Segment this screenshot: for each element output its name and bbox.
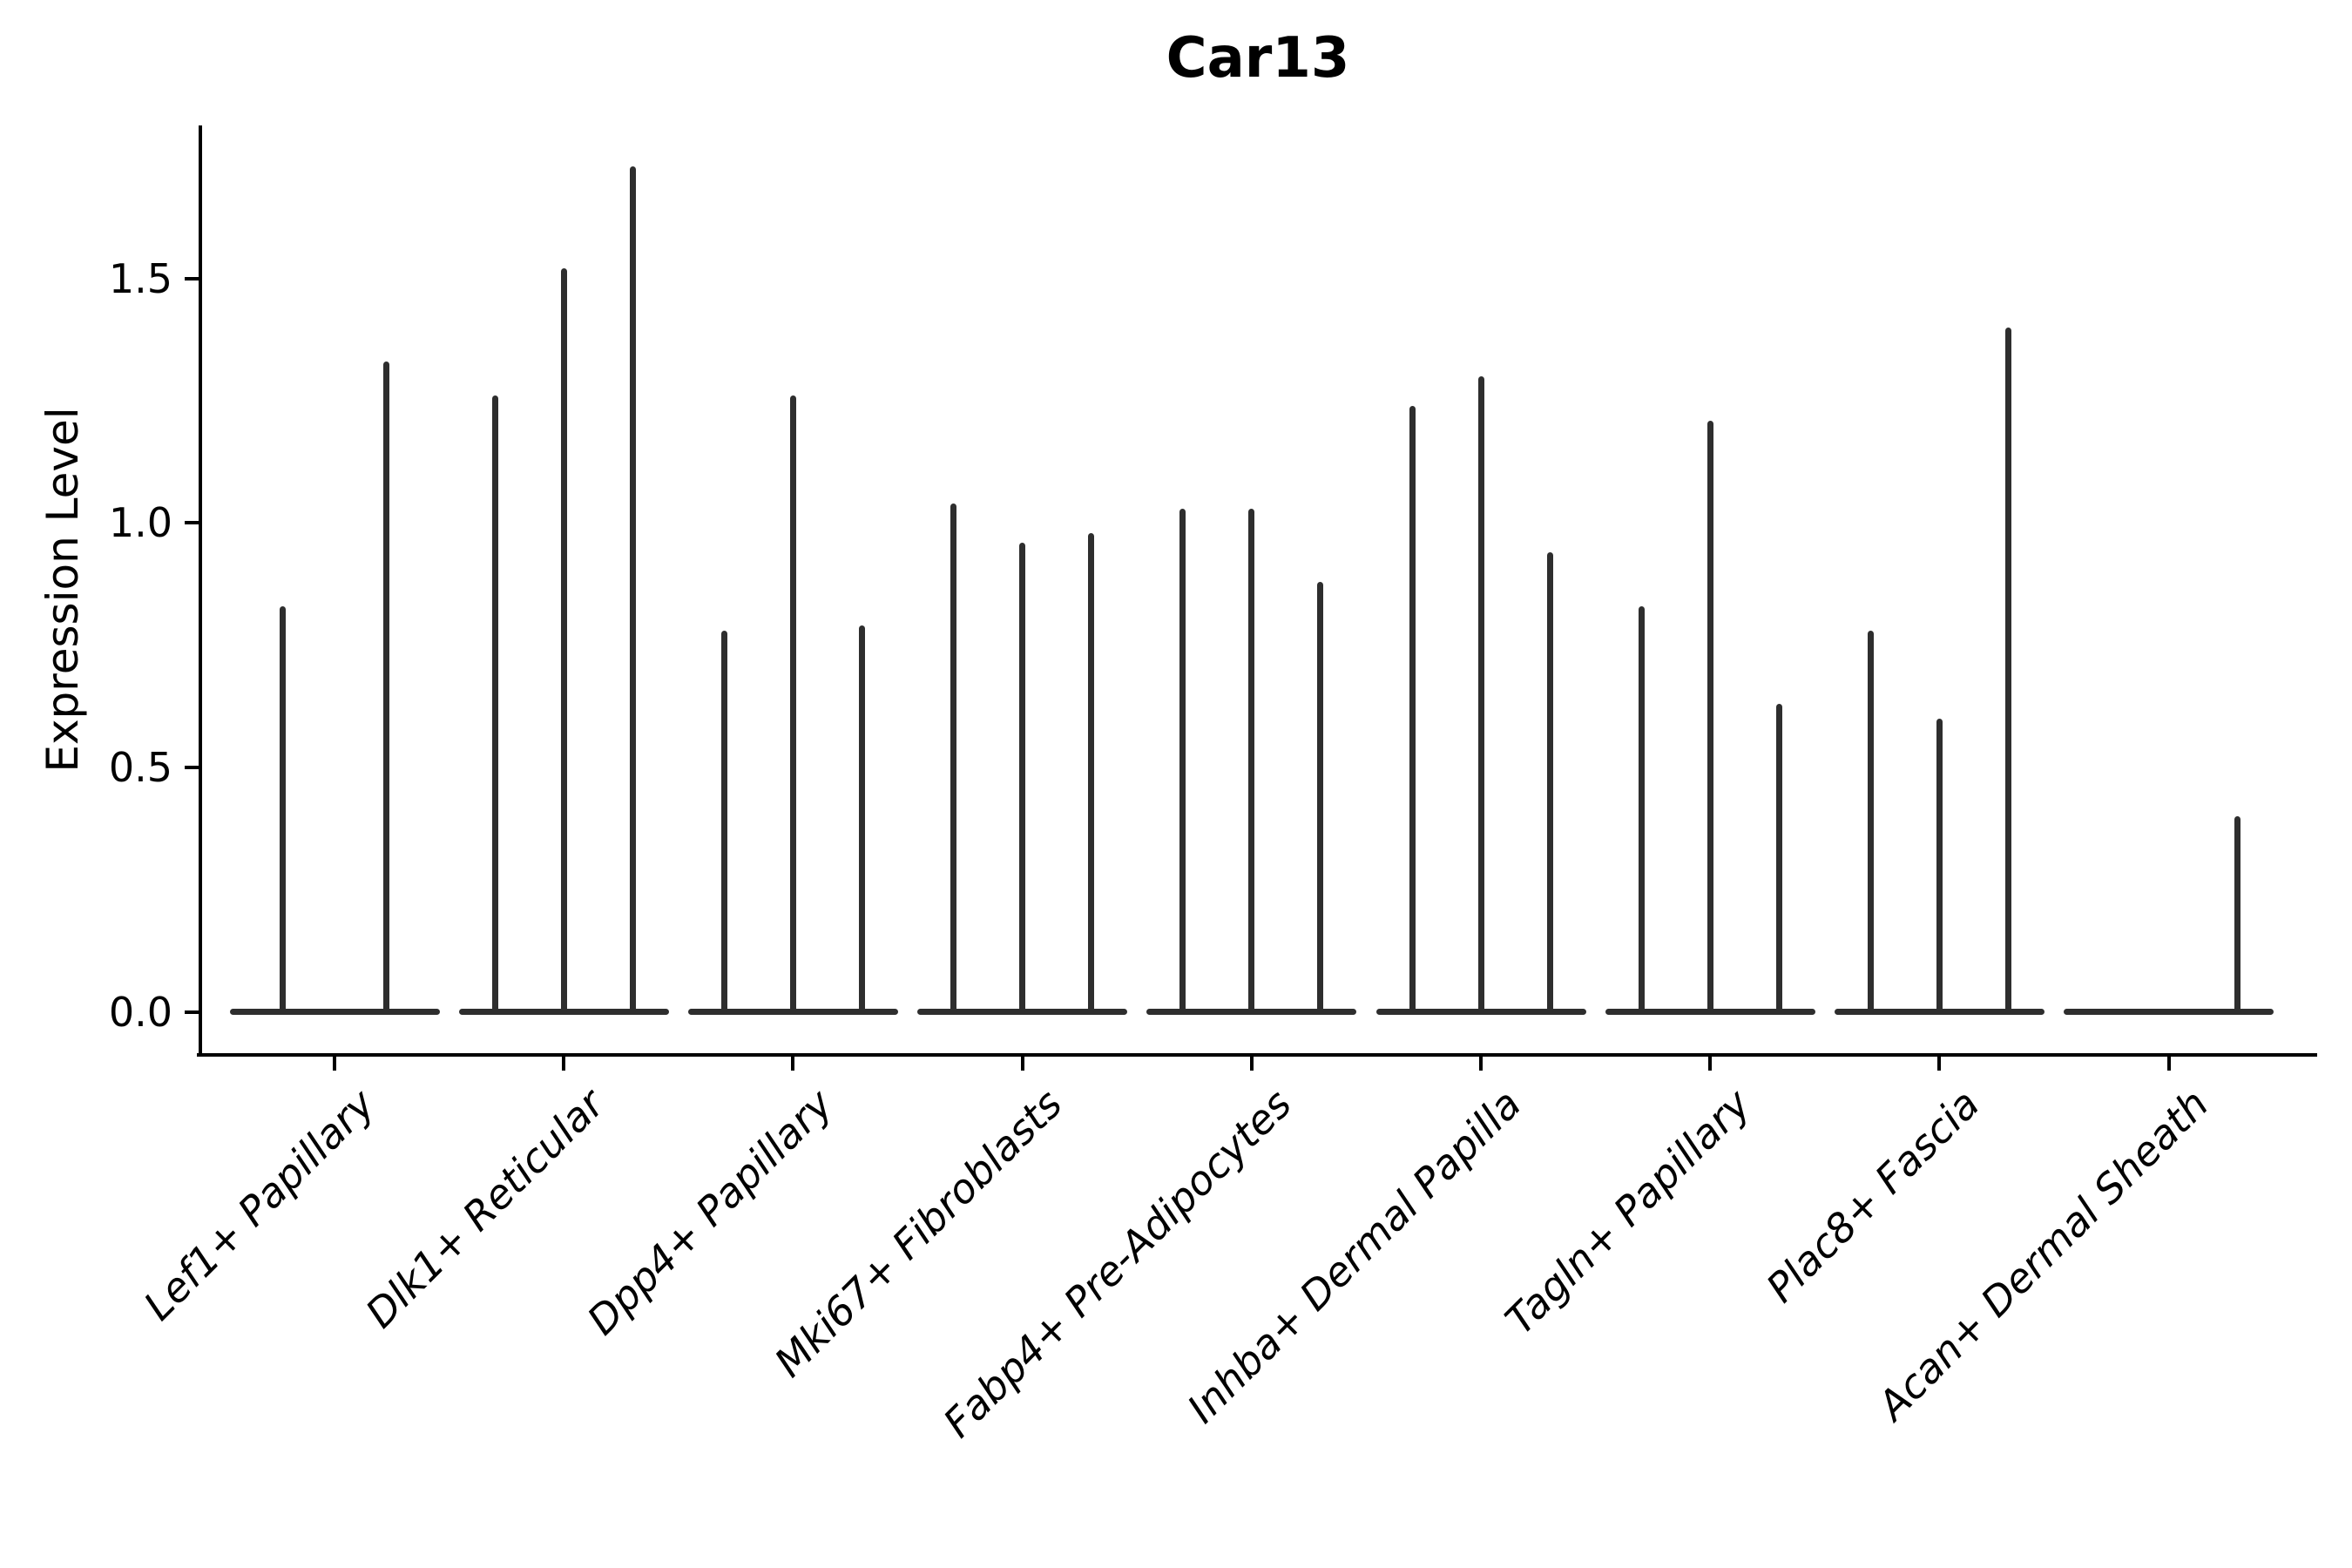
y-tick-label: 0.0 — [108, 988, 172, 1036]
x-tick — [562, 1057, 566, 1071]
violin-spike — [491, 395, 498, 1012]
y-tick-label: 1.5 — [108, 254, 172, 302]
x-tick — [791, 1057, 795, 1071]
violin-baseline — [229, 1009, 440, 1016]
x-tick — [1249, 1057, 1254, 1071]
x-tick-label-text: Plac8+ Fascia — [1757, 1080, 1989, 1312]
violin-spike — [382, 362, 389, 1012]
x-tick-label-text: Dlk1+ Reticular — [355, 1080, 613, 1337]
y-tick — [185, 766, 199, 770]
violin-spike — [1936, 718, 1943, 1012]
violin-spike — [2234, 816, 2241, 1012]
x-axis-spine — [197, 1053, 2317, 1057]
violin-spike — [560, 268, 567, 1012]
y-tick — [185, 276, 199, 280]
violin-spike — [1775, 704, 1782, 1012]
violin-spike — [2004, 327, 2011, 1012]
violin-baseline — [1375, 1009, 1586, 1016]
x-tick — [1937, 1057, 1942, 1071]
violin-spike — [950, 503, 957, 1012]
violin-spike — [1088, 532, 1095, 1012]
violin-spike — [1707, 420, 1713, 1012]
violin-spike — [1546, 552, 1553, 1012]
violin-baseline — [458, 1009, 669, 1016]
x-tick-label-text: Tagln+ Papillary — [1496, 1080, 1760, 1344]
violin-spike — [1317, 581, 1324, 1012]
violin-spike — [720, 630, 727, 1012]
y-axis-label: Expression Level — [37, 406, 88, 773]
violin-baseline — [1605, 1009, 1815, 1016]
violin-spike — [789, 395, 796, 1012]
violin-spike — [1019, 542, 1026, 1012]
x-tick — [1479, 1057, 1483, 1071]
y-axis-spine — [199, 125, 202, 1057]
violin-spike — [1638, 605, 1645, 1012]
violin-spike — [1179, 508, 1186, 1012]
y-tick — [185, 1010, 199, 1014]
y-tick-label: 0.5 — [108, 744, 172, 792]
x-tick — [2166, 1057, 2171, 1071]
violin-baseline — [1834, 1009, 2044, 1016]
chart-title: Car13 — [1166, 26, 1350, 91]
violin-spike — [1409, 405, 1416, 1012]
violin-spike — [1867, 630, 1874, 1012]
x-tick-label-text: Dpp4+ Papillary — [578, 1080, 842, 1344]
violin-spike — [629, 166, 636, 1012]
violin-baseline — [2064, 1009, 2274, 1016]
x-tick — [333, 1057, 336, 1071]
x-tick — [1020, 1057, 1024, 1071]
violin-spike — [280, 605, 287, 1012]
y-tick — [185, 521, 199, 525]
violin-baseline — [687, 1009, 898, 1016]
y-tick-label: 1.0 — [108, 499, 172, 547]
x-tick-label-text: Lef1+ Papillary — [134, 1080, 384, 1329]
violin-baseline — [1146, 1009, 1357, 1016]
violin-spike — [858, 625, 865, 1012]
violin-spike — [1477, 376, 1484, 1012]
violin-spike — [1248, 508, 1255, 1012]
violin-baseline — [917, 1009, 1128, 1016]
x-tick — [1708, 1057, 1713, 1071]
